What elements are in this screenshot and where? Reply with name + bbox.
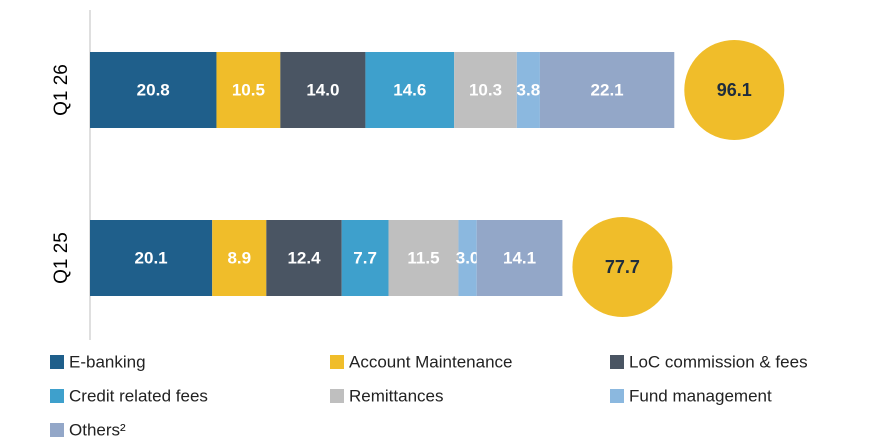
- value-label: 14.6: [393, 80, 426, 99]
- bar-segment: [388, 220, 459, 296]
- total-label: 77.7: [605, 257, 640, 277]
- value-label: 11.5: [407, 248, 439, 267]
- value-label: 14.1: [503, 248, 536, 267]
- value-label: 20.8: [137, 80, 170, 99]
- value-label: 3.0: [456, 248, 480, 267]
- bar-segment: [341, 220, 389, 296]
- category-label: Q1 25: [51, 232, 72, 284]
- value-label: 12.4: [287, 248, 321, 267]
- total-bubble: [572, 217, 673, 317]
- value-label: 7.7: [353, 248, 377, 267]
- bar-segment: [516, 52, 540, 128]
- bar-segment: [458, 220, 477, 296]
- legend-label: Others²: [69, 420, 126, 439]
- legend-swatch: [50, 423, 64, 437]
- bar-segment: [212, 220, 267, 296]
- value-label: 8.9: [227, 248, 251, 267]
- bar-segment: [280, 52, 366, 128]
- total-bubble: [684, 40, 785, 140]
- bar-segment: [90, 52, 217, 128]
- bar-segment: [90, 220, 213, 296]
- legend-swatch: [330, 355, 344, 369]
- value-label: 10.5: [232, 80, 265, 99]
- legend-label: Account Maintenance: [349, 352, 513, 371]
- bar-segment: [365, 52, 455, 128]
- bar-segment: [454, 52, 517, 128]
- legend-label: LoC commission & fees: [629, 352, 808, 371]
- value-label: 10.3: [469, 80, 502, 99]
- legend-swatch: [330, 389, 344, 403]
- legend-swatch: [610, 355, 624, 369]
- legend-swatch: [50, 355, 64, 369]
- value-label: 14.0: [306, 80, 339, 99]
- legend-label: Remittances: [349, 386, 443, 405]
- legend-label: Credit related fees: [69, 386, 208, 405]
- value-label: 22.1: [591, 80, 624, 99]
- legend-swatch: [610, 389, 624, 403]
- total-label: 96.1: [717, 80, 752, 100]
- category-label: Q1 26: [51, 64, 72, 116]
- legend-label: Fund management: [629, 386, 772, 405]
- bar-segment: [266, 220, 342, 296]
- value-label: 3.8: [517, 80, 541, 99]
- bar-segment: [476, 220, 563, 296]
- legend-label: E-banking: [69, 352, 146, 371]
- legend-swatch: [50, 389, 64, 403]
- bar-segment: [216, 52, 281, 128]
- bar-segment: [539, 52, 675, 128]
- value-label: 20.1: [135, 248, 168, 267]
